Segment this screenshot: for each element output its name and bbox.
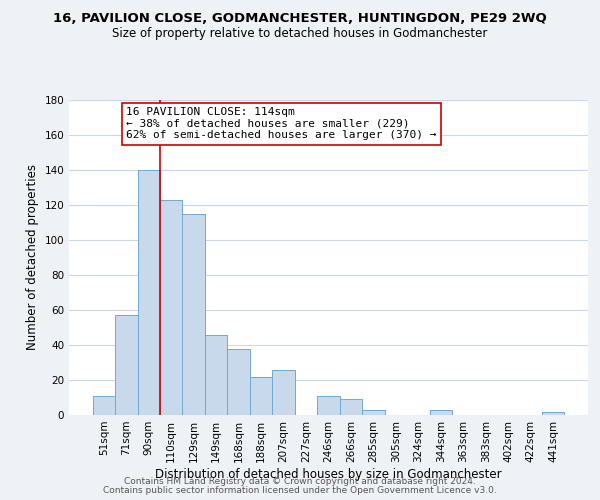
Text: Contains public sector information licensed under the Open Government Licence v3: Contains public sector information licen…: [103, 486, 497, 495]
X-axis label: Distribution of detached houses by size in Godmanchester: Distribution of detached houses by size …: [155, 468, 502, 480]
Bar: [205, 334, 227, 415]
Bar: [115, 316, 137, 415]
Bar: [430, 410, 452, 415]
Text: 16, PAVILION CLOSE, GODMANCHESTER, HUNTINGDON, PE29 2WQ: 16, PAVILION CLOSE, GODMANCHESTER, HUNTI…: [53, 12, 547, 26]
Text: Contains HM Land Registry data © Crown copyright and database right 2024.: Contains HM Land Registry data © Crown c…: [124, 477, 476, 486]
Bar: [542, 412, 565, 415]
Bar: [227, 348, 250, 415]
Text: Size of property relative to detached houses in Godmanchester: Size of property relative to detached ho…: [112, 28, 488, 40]
Text: 16 PAVILION CLOSE: 114sqm
← 38% of detached houses are smaller (229)
62% of semi: 16 PAVILION CLOSE: 114sqm ← 38% of detac…: [126, 107, 437, 140]
Bar: [340, 399, 362, 415]
Bar: [317, 396, 340, 415]
Bar: [182, 214, 205, 415]
Bar: [362, 410, 385, 415]
Bar: [92, 396, 115, 415]
Bar: [160, 200, 182, 415]
Bar: [250, 376, 272, 415]
Y-axis label: Number of detached properties: Number of detached properties: [26, 164, 39, 350]
Bar: [272, 370, 295, 415]
Bar: [137, 170, 160, 415]
